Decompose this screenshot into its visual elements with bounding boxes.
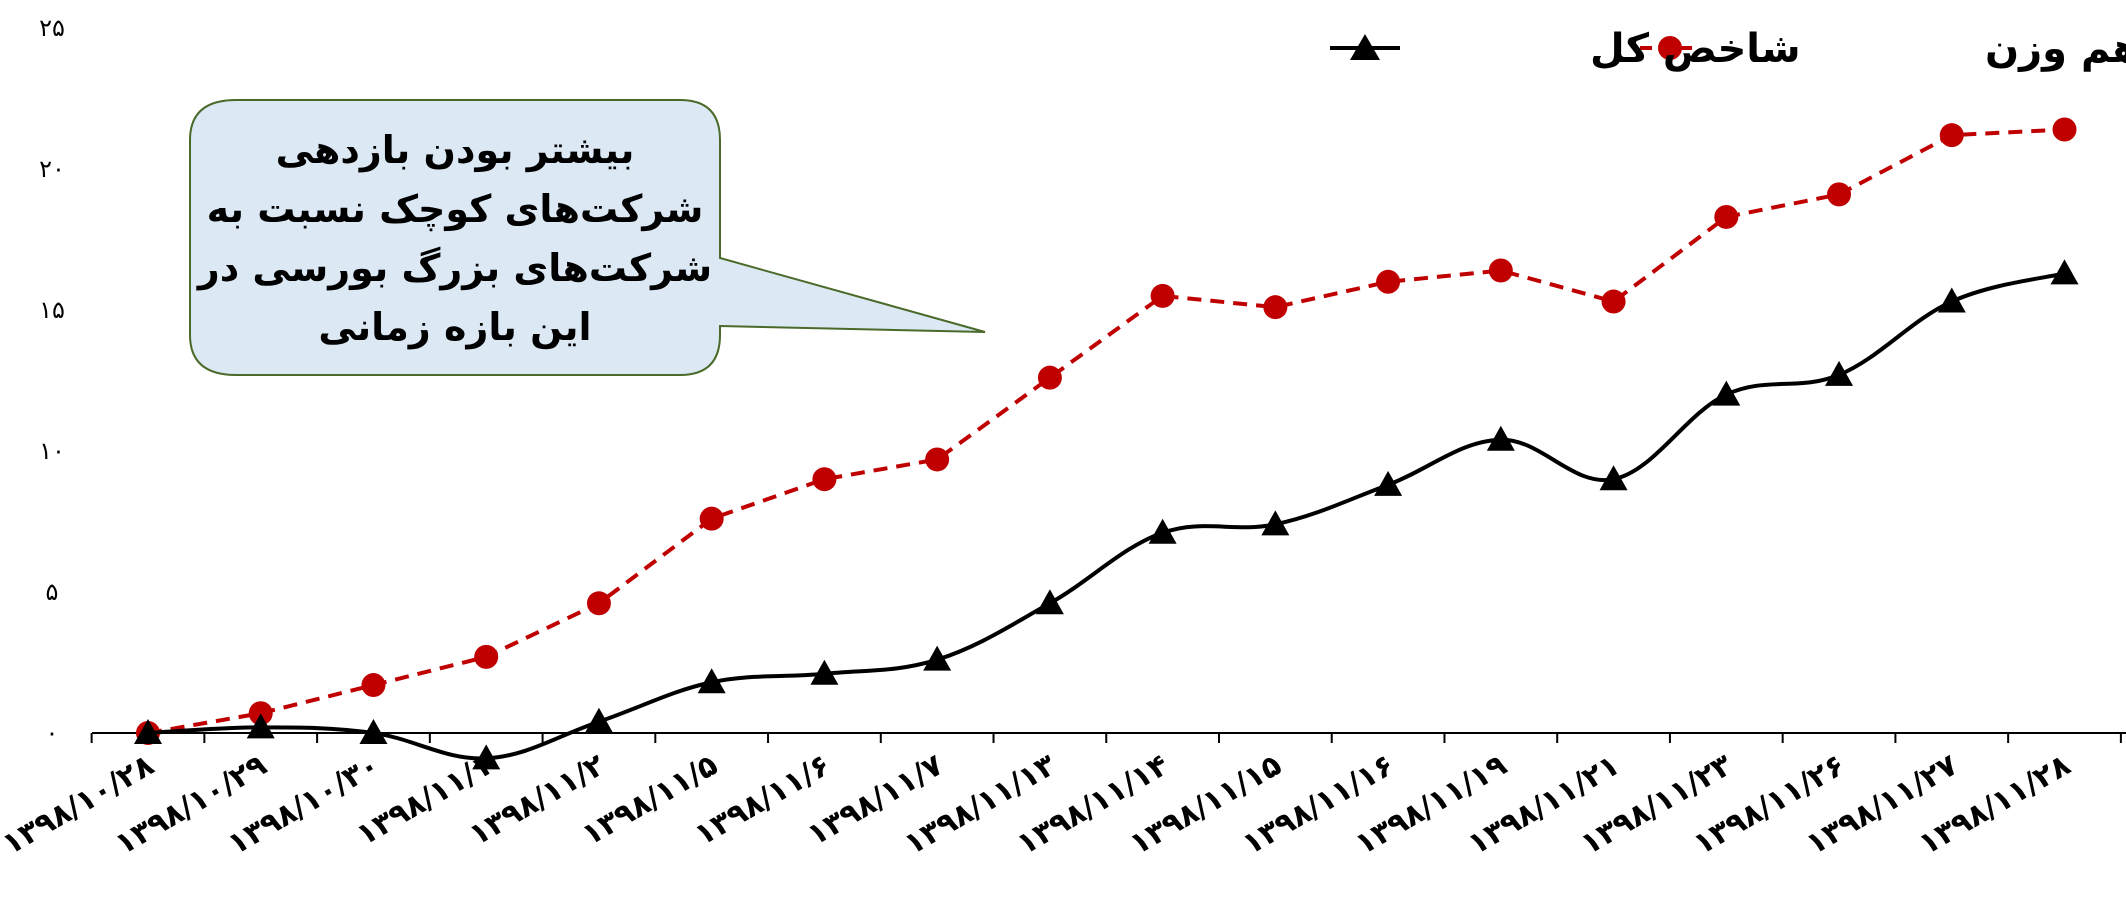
data-point-triangle bbox=[1374, 470, 1403, 496]
legend-item-total: شاخص کل bbox=[1330, 26, 1801, 72]
data-point-circle bbox=[1601, 289, 1626, 314]
callout-line-3: شرکت‌های بزرگ بورسی در bbox=[196, 246, 712, 290]
data-point-circle bbox=[586, 591, 611, 616]
y-tick-label: ۰ bbox=[46, 719, 59, 747]
data-point-triangle bbox=[584, 707, 613, 733]
data-point-triangle bbox=[810, 659, 839, 685]
data-point-circle bbox=[1827, 182, 1852, 207]
data-point-circle bbox=[1488, 258, 1513, 283]
series-line bbox=[147, 127, 2065, 735]
data-point-triangle bbox=[1148, 518, 1177, 544]
legend-swatch-marker-equal-weight bbox=[1658, 36, 1682, 60]
data-point-triangle bbox=[1599, 465, 1628, 491]
y-tick-label: ۲۵ bbox=[39, 14, 65, 42]
x-axis: ۱۳۹۸/۱۰/۲۸۱۳۹۸/۱۰/۲۹۱۳۹۸/۱۰/۳۰۱۳۹۸/۱۱/۱۱… bbox=[0, 732, 2126, 862]
data-point-circle bbox=[699, 506, 724, 531]
data-point-triangle bbox=[1035, 589, 1064, 615]
callout-line-2: شرکت‌های کوچک نسبت به bbox=[207, 187, 704, 231]
data-point-circle bbox=[361, 673, 386, 698]
legend-item-equal-weight: شاخص هم وزن bbox=[1640, 26, 2126, 72]
callout-line-4: این بازه زمانی bbox=[318, 305, 591, 349]
data-point-triangle bbox=[134, 719, 162, 744]
data-point-triangle bbox=[246, 713, 275, 739]
data-point-circle bbox=[812, 467, 837, 492]
series-total-index bbox=[134, 259, 2079, 770]
data-point-circle bbox=[1714, 204, 1739, 229]
data-point-triangle bbox=[1486, 425, 1515, 451]
data-point-triangle bbox=[923, 645, 952, 671]
data-point-circle bbox=[1376, 269, 1401, 294]
data-point-triangle bbox=[472, 744, 501, 770]
data-point-circle bbox=[925, 447, 950, 472]
y-tick-label: ۲۰ bbox=[39, 155, 65, 183]
y-tick-label: ۱۰ bbox=[39, 437, 65, 465]
y-tick-label: ۵ bbox=[46, 578, 59, 606]
annotation-callout: بیشتر بودن بازدهی شرکت‌های کوچک نسبت به … bbox=[189, 99, 986, 376]
data-point-triangle bbox=[1937, 287, 1966, 313]
y-axis: ۰ ۵ ۱۰ ۱۵ ۲۰ ۲۵ bbox=[39, 14, 65, 747]
legend-swatch-marker-total bbox=[1350, 34, 1380, 60]
data-point-triangle bbox=[1712, 380, 1741, 406]
series-layer bbox=[134, 117, 2079, 770]
data-point-circle bbox=[1939, 123, 1964, 148]
data-point-triangle bbox=[359, 719, 388, 744]
legend-label-total: شاخص کل bbox=[1590, 26, 1801, 72]
data-point-circle bbox=[1150, 283, 1175, 308]
data-point-circle bbox=[248, 701, 273, 726]
data-point-circle bbox=[2052, 117, 2077, 142]
callout-bubble bbox=[189, 99, 986, 376]
data-point-triangle bbox=[2050, 259, 2079, 285]
data-point-circle bbox=[474, 644, 499, 669]
data-point-triangle bbox=[1261, 510, 1290, 536]
data-point-triangle bbox=[1825, 360, 1854, 386]
legend-label-equal-weight: شاخص هم وزن bbox=[1985, 26, 2126, 72]
data-point-circle bbox=[1037, 365, 1062, 390]
y-tick-label: ۱۵ bbox=[39, 296, 65, 324]
data-point-triangle bbox=[697, 668, 726, 694]
legend: شاخص هم وزن شاخص کل bbox=[1330, 26, 2126, 72]
callout-line-1: بیشتر بودن بازدهی bbox=[276, 128, 635, 172]
data-point-circle bbox=[1263, 295, 1288, 320]
